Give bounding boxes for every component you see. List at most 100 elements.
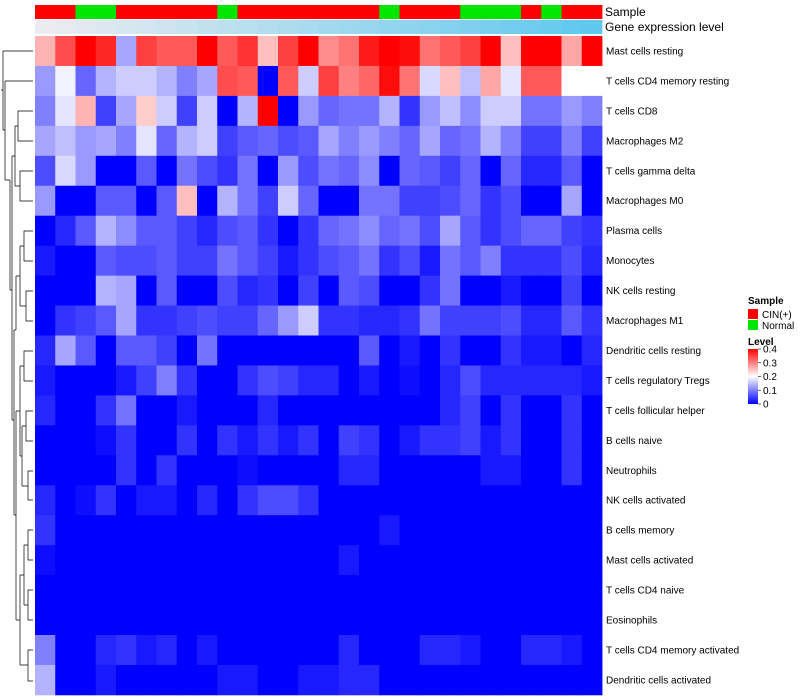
- heatmap-cell: [338, 125, 360, 157]
- heatmap-cell: [440, 605, 461, 636]
- heatmap-cell: [500, 335, 522, 366]
- heatmap-cell: [561, 305, 583, 336]
- heatmap-cell: [257, 365, 279, 396]
- heatmap-cell: [237, 455, 259, 486]
- heatmap-cell: [136, 305, 157, 336]
- heatmap-cell: [156, 545, 178, 576]
- heatmap-cell: [581, 515, 603, 546]
- heatmap-cell: [318, 545, 340, 576]
- heatmap-cell: [460, 275, 481, 306]
- heatmap-cell: [176, 455, 198, 486]
- heatmap-cell: [480, 664, 502, 696]
- heatmap-cell: [460, 575, 481, 606]
- heatmap-cell: [35, 125, 56, 157]
- legend-tick-label: 0.3: [763, 358, 777, 369]
- heatmap-cell: [440, 36, 461, 67]
- heatmap-cell: [521, 635, 542, 666]
- heatmap-cell: [419, 305, 441, 336]
- heatmap-cell: [197, 36, 218, 67]
- row-label: NK cells resting: [606, 286, 675, 297]
- heatmap-cell: [95, 335, 117, 366]
- heatmap-cell: [460, 95, 481, 127]
- heatmap-cell: [75, 155, 97, 187]
- heatmap-cell: [561, 155, 583, 187]
- heatmap-cell: [440, 515, 461, 546]
- heatmap-cell: [197, 664, 218, 696]
- heatmap-cell: [338, 635, 360, 666]
- heatmap-cell: [399, 664, 421, 696]
- heatmap-cell: [116, 305, 137, 336]
- heatmap-cell: [500, 95, 522, 127]
- heatmap-cell: [318, 65, 340, 97]
- heatmap-cell: [95, 215, 117, 247]
- heatmap-cell: [75, 215, 97, 247]
- heatmap-cell: [399, 545, 421, 576]
- heatmap-cell: [35, 455, 56, 486]
- heatmap-cell: [318, 185, 340, 217]
- heatmap-cell: [55, 335, 76, 366]
- heatmap-cell: [359, 305, 380, 336]
- heatmap-cell: [480, 215, 502, 247]
- heatmap-cell: [480, 635, 502, 666]
- row-label: T cells CD4 memory activated: [606, 645, 739, 656]
- heatmap-cell: [561, 185, 583, 217]
- sample-annotation-cell: [217, 5, 238, 19]
- heatmap-cell: [35, 95, 56, 127]
- heatmap-cell: [338, 155, 360, 187]
- heatmap-cell: [338, 395, 360, 426]
- heatmap-cell: [237, 664, 259, 696]
- heatmap-cell: [500, 605, 522, 636]
- heatmap-cell: [176, 95, 198, 127]
- heatmap-cell: [561, 65, 583, 97]
- sample-annotation-cell: [237, 5, 259, 19]
- heatmap-cell: [257, 605, 279, 636]
- heatmap-cell: [541, 335, 562, 366]
- heatmap-cell: [156, 305, 178, 336]
- heatmap-cell: [480, 125, 502, 157]
- heatmap-cell: [176, 664, 198, 696]
- row-label: T cells CD4 memory resting: [606, 76, 729, 87]
- heatmap-cell: [35, 36, 56, 67]
- gene-expression-annotation-cell: [257, 20, 279, 34]
- heatmap-cell: [278, 425, 299, 456]
- heatmap-cell: [480, 305, 502, 336]
- heatmap-cell: [298, 395, 319, 426]
- heatmap-cell: [440, 125, 461, 157]
- heatmap-cell: [399, 65, 421, 97]
- heatmap-cell: [419, 605, 441, 636]
- gene-expression-annotation-cell: [399, 20, 421, 34]
- heatmap-cell: [359, 515, 380, 546]
- heatmap-cell: [500, 365, 522, 396]
- heatmap-cell: [75, 335, 97, 366]
- heatmap-cell: [480, 185, 502, 217]
- heatmap-cell: [136, 36, 157, 67]
- heatmap-cell: [399, 485, 421, 516]
- heatmap-cell: [136, 485, 157, 516]
- heatmap-cell: [35, 365, 56, 396]
- heatmap-cell: [136, 425, 157, 456]
- dendrogram-branches: [1, 50, 33, 682]
- heatmap-cell: [197, 185, 218, 217]
- heatmap-cell: [359, 455, 380, 486]
- heatmap-cell: [75, 605, 97, 636]
- gene-expression-annotation-cell: [55, 20, 76, 34]
- gene-expression-annotation-cell: [197, 20, 218, 34]
- heatmap-cell: [75, 545, 97, 576]
- legend-cin-label: CIN(+): [762, 310, 792, 321]
- heatmap-cell: [197, 485, 218, 516]
- heatmap-cell: [318, 245, 340, 276]
- heatmap-cell: [176, 425, 198, 456]
- heatmap-cell: [399, 635, 421, 666]
- heatmap-cell: [116, 245, 137, 276]
- heatmap-cell: [176, 545, 198, 576]
- heatmap-cell: [136, 605, 157, 636]
- heatmap-cell: [561, 485, 583, 516]
- heatmap-cell: [176, 605, 198, 636]
- legend: Sample CIN(+) Normal Level 0.4 0.3 0.2 0.1 0: [748, 296, 794, 411]
- heatmap-cell: [379, 275, 400, 306]
- heatmap-cell: [176, 185, 198, 217]
- heatmap-cell: [500, 635, 522, 666]
- heatmap-cell: [460, 125, 481, 157]
- heatmap-cell: [500, 664, 522, 696]
- heatmap-cell: [440, 395, 461, 426]
